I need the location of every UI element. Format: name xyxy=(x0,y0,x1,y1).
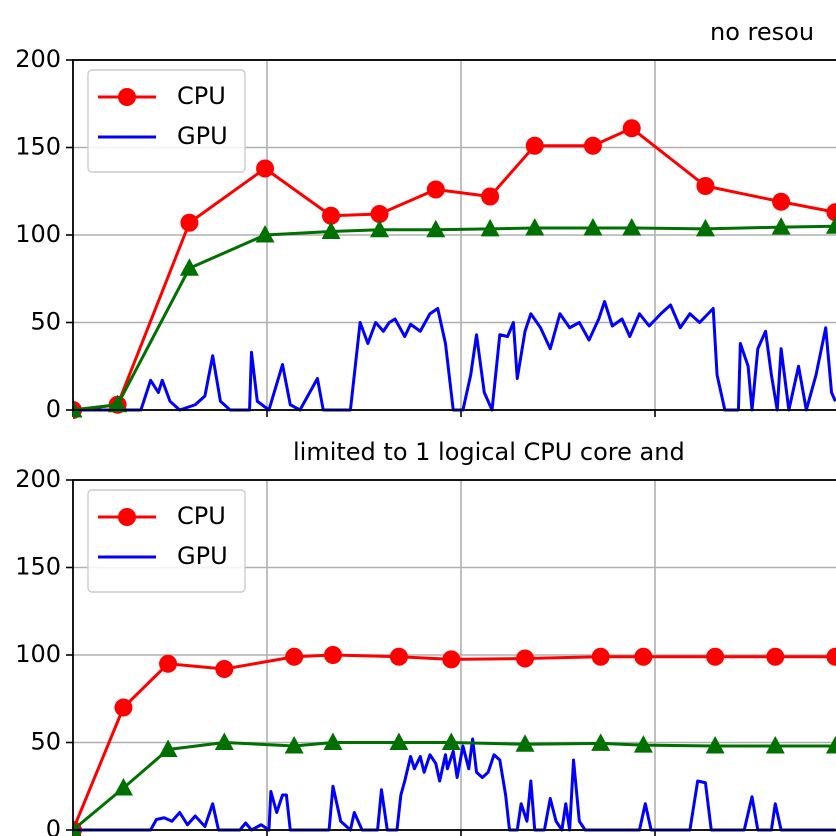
marker xyxy=(622,119,641,138)
marker xyxy=(825,216,836,234)
marker xyxy=(285,647,304,666)
y-tick-label: 200 xyxy=(15,45,61,73)
marker xyxy=(179,258,199,276)
marker xyxy=(695,218,715,237)
marker xyxy=(389,647,408,666)
marker xyxy=(525,218,545,236)
marker xyxy=(426,219,446,238)
marker xyxy=(633,735,653,753)
y-tick-label: 150 xyxy=(15,553,61,581)
marker xyxy=(516,649,535,668)
marker xyxy=(180,213,199,232)
subplot: limited to 1 logical CPU core and 0 50 100 1… xyxy=(15,438,836,836)
marker xyxy=(622,218,642,236)
marker xyxy=(158,739,178,757)
marker xyxy=(214,732,234,750)
series-line xyxy=(73,653,836,831)
plot-area xyxy=(73,119,836,419)
legend-label: CPU xyxy=(177,502,226,530)
y-tick-label: 200 xyxy=(15,465,61,493)
marker xyxy=(256,159,275,178)
marker xyxy=(322,206,341,225)
marker xyxy=(426,180,445,199)
series-line xyxy=(73,300,836,412)
marker xyxy=(441,732,461,750)
marker xyxy=(480,218,500,237)
marker xyxy=(772,192,791,211)
marker xyxy=(159,654,178,673)
marker xyxy=(442,650,461,669)
marker xyxy=(696,177,715,195)
marker xyxy=(525,136,544,155)
marker xyxy=(634,647,653,666)
marker xyxy=(370,219,390,238)
chart-title: no resou xyxy=(710,18,814,46)
y-tick-label: 50 xyxy=(30,728,61,756)
marker xyxy=(591,733,611,751)
marker xyxy=(706,647,725,666)
marker xyxy=(583,136,602,155)
marker xyxy=(826,647,836,666)
y-tick-label: 0 xyxy=(46,395,61,423)
marker xyxy=(323,646,342,664)
marker xyxy=(825,736,836,754)
marker xyxy=(284,736,304,754)
marker xyxy=(705,736,725,754)
marker xyxy=(515,734,535,752)
marker xyxy=(321,221,341,239)
series-line xyxy=(73,224,836,412)
legend-label: GPU xyxy=(177,542,228,570)
y-tick-label: 0 xyxy=(46,815,61,836)
marker xyxy=(591,647,610,666)
series-line xyxy=(73,741,836,832)
y-tick-label: 100 xyxy=(15,220,61,248)
series-line xyxy=(73,126,836,412)
marker xyxy=(255,225,275,243)
marker xyxy=(765,736,785,754)
subplot: no resou 0 50 100 150 200 CPU GPU xyxy=(15,18,836,423)
legend-label: GPU xyxy=(177,122,228,150)
marker xyxy=(73,400,83,418)
axes-frame xyxy=(72,59,836,411)
plot-area xyxy=(73,646,836,836)
marker xyxy=(323,732,343,750)
legend: CPU GPU xyxy=(87,69,246,173)
y-tick-label: 50 xyxy=(30,308,61,336)
legend: CPU GPU xyxy=(87,489,246,593)
legend-label: CPU xyxy=(177,82,226,110)
marker xyxy=(215,660,234,678)
marker xyxy=(583,218,603,236)
legend-marker xyxy=(118,508,136,526)
marker xyxy=(826,203,836,222)
marker xyxy=(73,820,82,836)
chart-title: limited to 1 logical CPU core and xyxy=(293,438,685,466)
marker xyxy=(370,205,389,223)
y-tick-label: 100 xyxy=(15,640,61,668)
marker xyxy=(766,647,785,666)
legend-marker xyxy=(118,88,136,106)
y-tick-label: 150 xyxy=(15,133,61,161)
marker xyxy=(389,732,409,750)
marker xyxy=(481,187,500,206)
marker xyxy=(108,394,128,413)
marker xyxy=(114,698,133,717)
axes-frame xyxy=(72,479,836,831)
marker xyxy=(113,778,133,796)
marker xyxy=(771,217,791,235)
